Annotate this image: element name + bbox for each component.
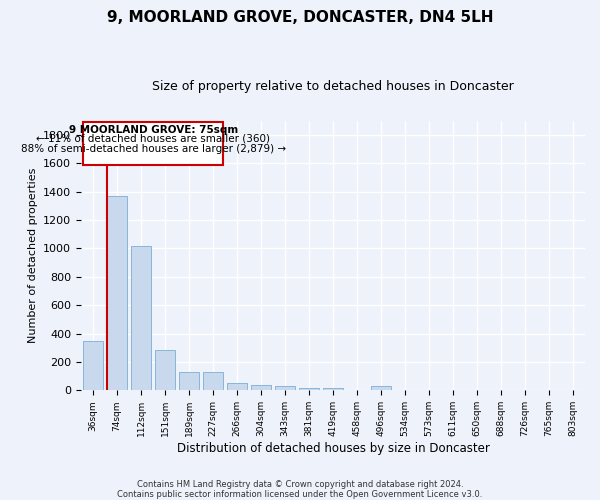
Bar bbox=[83, 340, 103, 390]
Bar bbox=[323, 388, 343, 390]
Bar bbox=[179, 372, 199, 390]
Title: Size of property relative to detached houses in Doncaster: Size of property relative to detached ho… bbox=[152, 80, 514, 93]
Text: 9 MOORLAND GROVE: 75sqm: 9 MOORLAND GROVE: 75sqm bbox=[68, 125, 238, 135]
Bar bbox=[107, 196, 127, 390]
Bar bbox=[299, 388, 319, 390]
X-axis label: Distribution of detached houses by size in Doncaster: Distribution of detached houses by size … bbox=[176, 442, 490, 455]
Bar bbox=[131, 246, 151, 390]
Text: ← 11% of detached houses are smaller (360): ← 11% of detached houses are smaller (36… bbox=[36, 134, 270, 143]
Bar bbox=[203, 372, 223, 390]
FancyBboxPatch shape bbox=[83, 122, 223, 164]
Y-axis label: Number of detached properties: Number of detached properties bbox=[28, 168, 38, 343]
Text: Contains public sector information licensed under the Open Government Licence v3: Contains public sector information licen… bbox=[118, 490, 482, 499]
Bar bbox=[251, 384, 271, 390]
Bar bbox=[155, 350, 175, 391]
Text: 9, MOORLAND GROVE, DONCASTER, DN4 5LH: 9, MOORLAND GROVE, DONCASTER, DN4 5LH bbox=[107, 10, 493, 25]
Bar bbox=[227, 383, 247, 390]
Bar bbox=[371, 386, 391, 390]
Text: Contains HM Land Registry data © Crown copyright and database right 2024.: Contains HM Land Registry data © Crown c… bbox=[137, 480, 463, 489]
Text: 88% of semi-detached houses are larger (2,879) →: 88% of semi-detached houses are larger (… bbox=[20, 144, 286, 154]
Bar bbox=[275, 386, 295, 390]
